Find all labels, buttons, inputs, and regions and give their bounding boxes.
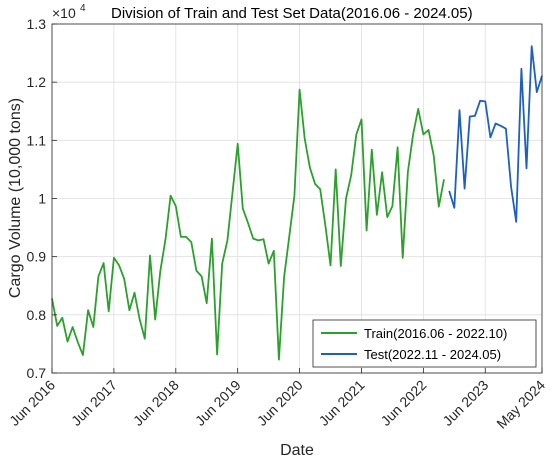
series-line-test — [448, 45, 543, 223]
y-tick-label: 0.9 — [27, 249, 47, 265]
x-axis-ticks: Jun 2016 Jun 2017 Jun 2018 Jun 2019 Jun 2020… — [6, 368, 548, 432]
x-axis-label: Date — [280, 442, 314, 459]
series-lines — [51, 45, 543, 361]
y-exponent-power: 4 — [80, 3, 86, 14]
y-tick-label: 1 — [38, 191, 46, 207]
x-tick-label: Jun 2023 — [439, 377, 491, 429]
series-line-train — [51, 88, 445, 361]
x-tick-label: Jun 2017 — [68, 377, 120, 429]
x-tick-label: Jun 2021 — [316, 377, 368, 429]
y-tick-label: 1.3 — [27, 16, 47, 32]
y-tick-label: 0.8 — [27, 307, 47, 323]
x-tick-label: Jun 2020 — [254, 377, 306, 429]
x-tick-label: Jun 2016 — [6, 377, 58, 429]
x-tick-label: Jun 2018 — [130, 377, 182, 429]
x-tick-label: May 2024 — [493, 377, 548, 432]
legend-label-train: Train(2016.06 - 2022.10) — [364, 326, 507, 341]
chart-title: Division of Train and Test Set Data(2016… — [111, 5, 473, 22]
y-axis-label: Cargo Volume (10,000 tons) — [7, 98, 24, 298]
y-axis-ticks: 0.7 0.8 0.9 1 1.1 1.2 1.3 — [27, 16, 57, 381]
legend-label-test: Test(2022.11 - 2024.05) — [364, 347, 501, 362]
y-tick-label: 1.2 — [27, 74, 47, 90]
y-exponent-base: ×10 — [52, 5, 76, 21]
y-tick-label: 0.7 — [27, 365, 47, 381]
legend-box — [312, 319, 537, 368]
legend: Train(2016.06 - 2022.10) Test(2022.11 - … — [312, 319, 537, 368]
y-tick-label: 1.1 — [27, 132, 47, 148]
x-tick-label: Jun 2019 — [192, 377, 244, 429]
x-tick-label: Jun 2022 — [377, 377, 429, 429]
